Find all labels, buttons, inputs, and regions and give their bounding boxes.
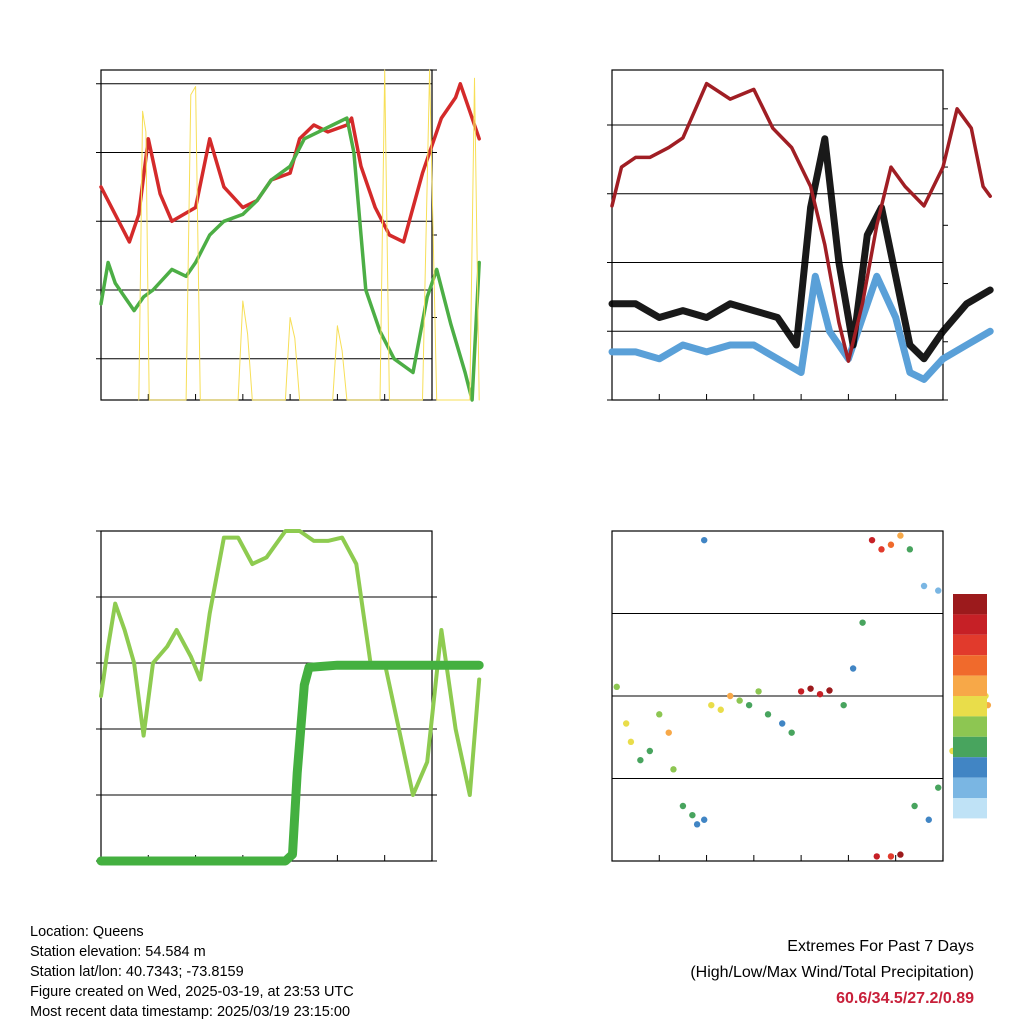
recent-text: Most recent data timestamp: 2025/03/19 2…	[30, 1004, 351, 1020]
direction-point	[816, 690, 824, 698]
direction-point	[935, 784, 942, 791]
legend-swatch	[953, 757, 987, 778]
direction-point	[887, 541, 895, 548]
winds-pressure-panel	[607, 69, 994, 401]
series-insolation	[138, 69, 480, 401]
latlon-text: Station lat/lon: 40.7343; -73.8159	[30, 964, 244, 980]
direction-point	[700, 536, 708, 544]
direction-point	[849, 665, 857, 672]
legend-swatch	[953, 634, 987, 656]
station-info: Location: Queens Station elevation: 54.5…	[30, 922, 354, 1022]
direction-point	[708, 701, 715, 709]
speed-color-legend	[953, 594, 987, 819]
direction-point	[717, 706, 724, 713]
direction-point	[826, 687, 833, 694]
direction-point	[868, 536, 876, 544]
direction-point	[700, 816, 708, 823]
direction-point	[807, 685, 814, 692]
legend-swatch	[953, 736, 987, 758]
created-text: Figure created on Wed, 2025-03-19, at 23…	[30, 984, 354, 1000]
direction-point	[873, 853, 880, 860]
direction-point	[840, 701, 847, 709]
extremes-values: 60.6/34.5/27.2/0.89	[836, 990, 974, 1007]
direction-point	[627, 738, 635, 746]
humidity-precip-panel	[96, 529, 484, 866]
legend-swatch	[953, 655, 987, 676]
direction-point	[679, 802, 687, 810]
legend-swatch	[953, 798, 987, 819]
extremes-box: Extremes For Past 7 Days (High/Low/Max W…	[690, 934, 974, 1012]
legend-swatch	[953, 777, 987, 798]
series-rh	[99, 529, 482, 797]
direction-point	[726, 692, 734, 700]
direction-point	[897, 532, 904, 539]
direction-point	[897, 851, 904, 858]
direction-point	[665, 729, 672, 736]
direction-point	[788, 729, 795, 736]
direction-point	[764, 711, 772, 718]
direction-point	[906, 546, 914, 553]
direction-point	[613, 683, 620, 691]
series-dewpoint	[99, 116, 481, 402]
series-gust	[608, 135, 994, 363]
direction-point	[745, 701, 753, 709]
direction-point	[693, 821, 701, 828]
plot-frame	[611, 69, 944, 401]
legend-swatch	[953, 594, 987, 615]
direction-point	[859, 619, 866, 626]
direction-point	[920, 582, 928, 590]
direction-point	[925, 816, 932, 823]
temperature-panel	[96, 69, 481, 402]
series-precip	[96, 660, 484, 866]
legend-swatch	[953, 614, 987, 635]
direction-point	[797, 688, 805, 695]
elevation-text: Station elevation: 54.584 m	[30, 944, 206, 960]
direction-point	[637, 756, 644, 764]
direction-point	[736, 697, 743, 704]
series-wind	[608, 272, 994, 383]
wind-direction-panel	[611, 530, 992, 862]
extremes-subtitle: (High/Low/Max Wind/Total Precipitation)	[690, 964, 974, 981]
direction-point	[779, 720, 786, 727]
direction-point	[646, 747, 654, 755]
direction-point	[911, 802, 918, 810]
direction-point	[622, 720, 630, 727]
direction-point	[755, 688, 762, 695]
series-pressure	[610, 81, 992, 363]
location-text: Location: Queens	[30, 924, 144, 940]
legend-swatch	[953, 675, 987, 696]
legend-swatch	[953, 716, 987, 737]
direction-point	[656, 711, 663, 718]
direction-point	[887, 853, 895, 860]
legend-swatch	[953, 696, 987, 717]
direction-point	[878, 546, 885, 553]
direction-point	[670, 766, 677, 773]
direction-point	[689, 811, 696, 819]
direction-point	[935, 587, 942, 594]
extremes-title: Extremes For Past 7 Days	[787, 938, 974, 955]
series-temp	[99, 82, 481, 244]
